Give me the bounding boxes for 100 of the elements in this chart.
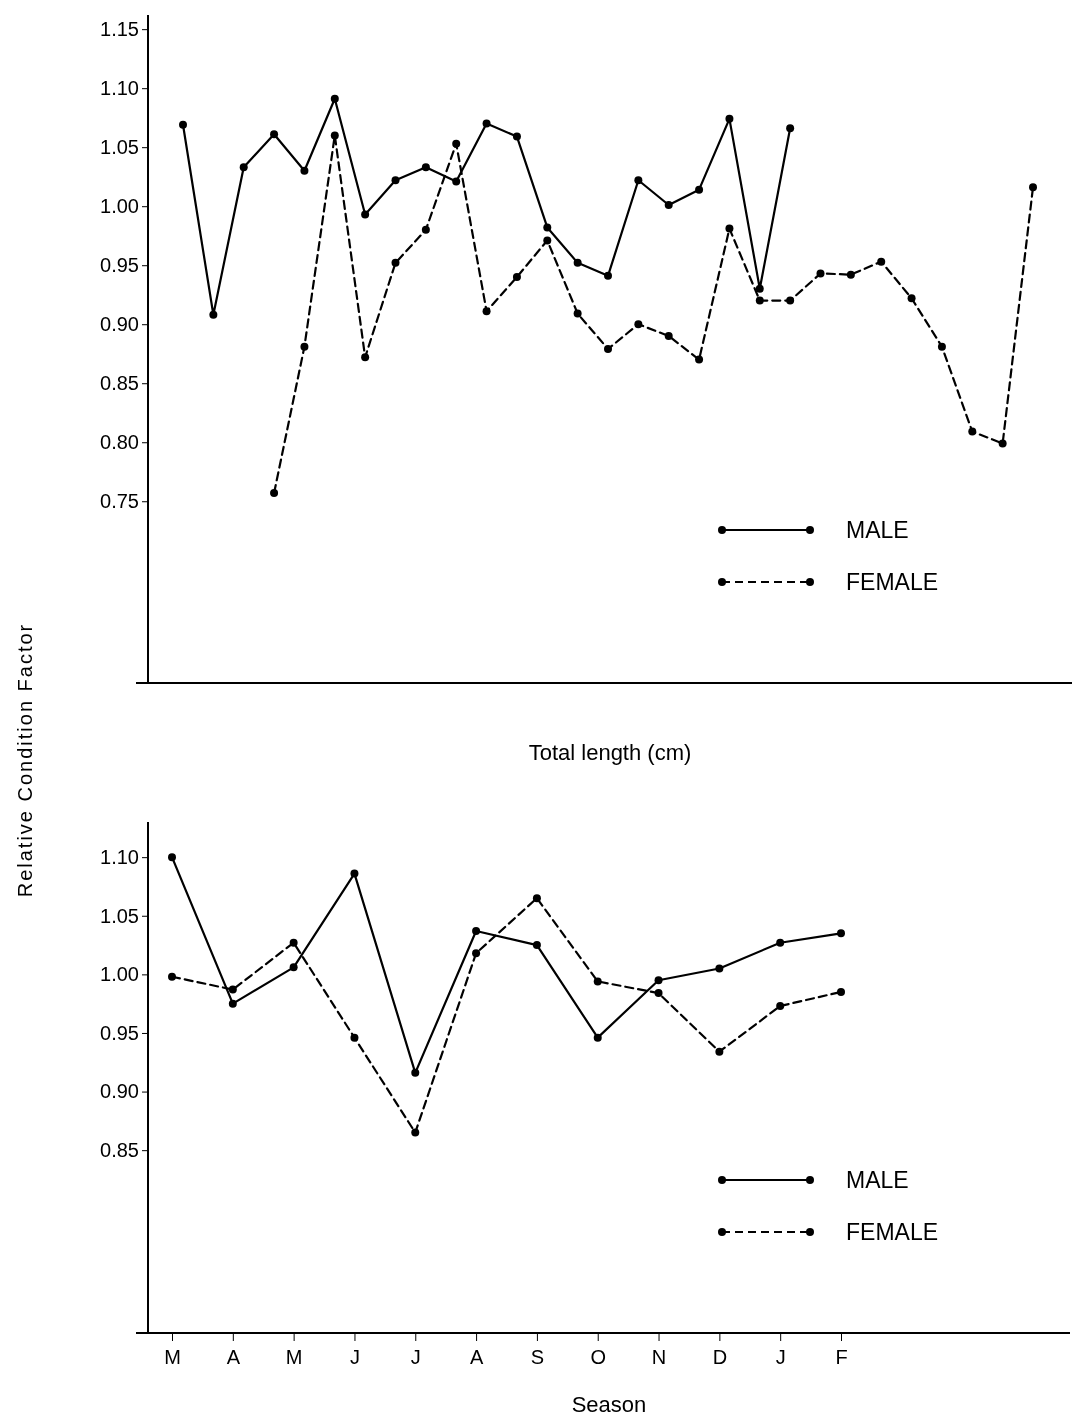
point — [573, 258, 582, 267]
legend-label: MALE — [846, 517, 909, 543]
y-tick-label: 0.90 — [100, 1080, 139, 1103]
point — [289, 963, 298, 972]
point — [300, 166, 309, 175]
point — [239, 163, 248, 172]
y-tick-label: 1.10 — [100, 77, 139, 100]
x-tick-label: M — [164, 1346, 181, 1368]
point — [482, 119, 491, 128]
point — [421, 163, 430, 172]
point — [411, 1128, 420, 1137]
point — [482, 307, 491, 316]
y-tick-label: 1.10 — [100, 846, 139, 869]
point — [664, 201, 673, 210]
point — [472, 927, 481, 935]
x-tick-label: S — [530, 1346, 545, 1368]
legend-label: FEMALE — [846, 569, 939, 595]
point — [776, 938, 785, 947]
point — [532, 894, 541, 903]
y-tick-label: 1.15 — [100, 18, 139, 41]
x-tick-label: J — [349, 1346, 360, 1368]
x-tick-label: J — [410, 1346, 421, 1368]
point — [877, 257, 886, 266]
point — [179, 120, 187, 129]
legend-label: MALE — [846, 1167, 909, 1193]
point — [715, 1047, 724, 1056]
point — [837, 929, 845, 938]
point — [837, 987, 845, 996]
x-tick-label: N — [651, 1346, 667, 1368]
y-tick-label: 0.85 — [100, 372, 139, 395]
point — [228, 999, 237, 1008]
y-tick-label: 0.75 — [100, 490, 139, 513]
point — [593, 977, 602, 986]
point — [411, 1068, 420, 1077]
y-tick-label: 1.05 — [100, 136, 139, 159]
legend-label: FEMALE — [846, 1219, 939, 1245]
point — [604, 271, 612, 280]
point — [654, 989, 663, 998]
x-axis-title: Season — [571, 1392, 647, 1417]
point — [725, 224, 734, 233]
point — [270, 130, 279, 139]
point — [634, 176, 643, 185]
point — [452, 177, 461, 186]
point — [350, 869, 359, 878]
point — [604, 345, 612, 353]
point — [361, 210, 370, 219]
x-axis-title: Total length (cm) — [528, 740, 692, 765]
point — [786, 296, 795, 305]
x-tick-label: A — [469, 1346, 484, 1368]
point — [593, 1033, 602, 1042]
point — [846, 270, 855, 279]
point — [512, 273, 521, 282]
point — [421, 225, 430, 234]
point — [715, 964, 724, 973]
point — [391, 258, 400, 267]
x-tick-label: A — [226, 1346, 241, 1368]
y-tick-label: 0.90 — [100, 313, 139, 336]
point — [573, 309, 582, 318]
point — [695, 185, 704, 194]
point — [330, 94, 339, 103]
point — [755, 296, 764, 305]
point — [664, 332, 673, 341]
point — [270, 488, 279, 497]
point — [695, 355, 704, 364]
y-tick-label: 0.80 — [100, 431, 139, 454]
point — [998, 439, 1007, 448]
point — [532, 941, 541, 950]
point — [289, 938, 298, 947]
point — [725, 114, 734, 123]
point — [937, 342, 946, 351]
x-tick-label: F — [835, 1346, 848, 1368]
point — [786, 124, 795, 133]
point — [330, 131, 339, 140]
point — [816, 269, 825, 278]
point — [907, 294, 916, 303]
y-tick-label: 1.00 — [100, 963, 139, 986]
y-tick-label: 0.95 — [100, 254, 139, 277]
y-tick-label: 0.95 — [100, 1021, 139, 1044]
point — [168, 853, 176, 862]
point — [654, 976, 663, 985]
point — [300, 342, 309, 351]
x-tick-label: J — [775, 1346, 786, 1368]
point — [1029, 183, 1037, 192]
point — [361, 353, 370, 362]
point — [543, 223, 552, 232]
point — [755, 284, 764, 293]
x-tick-label: M — [285, 1346, 303, 1368]
point — [209, 310, 218, 319]
point — [543, 236, 552, 245]
point — [452, 139, 461, 148]
point — [776, 1002, 785, 1011]
x-tick-label: O — [590, 1346, 607, 1368]
y-tick-label: 1.05 — [100, 904, 139, 927]
point — [350, 1033, 359, 1042]
point — [391, 176, 400, 185]
point — [634, 320, 643, 329]
y-tick-label: 0.85 — [100, 1139, 139, 1162]
y-axis-title: Relative Condition Factor — [14, 622, 36, 898]
x-tick-label: D — [712, 1346, 728, 1368]
point — [228, 985, 237, 994]
